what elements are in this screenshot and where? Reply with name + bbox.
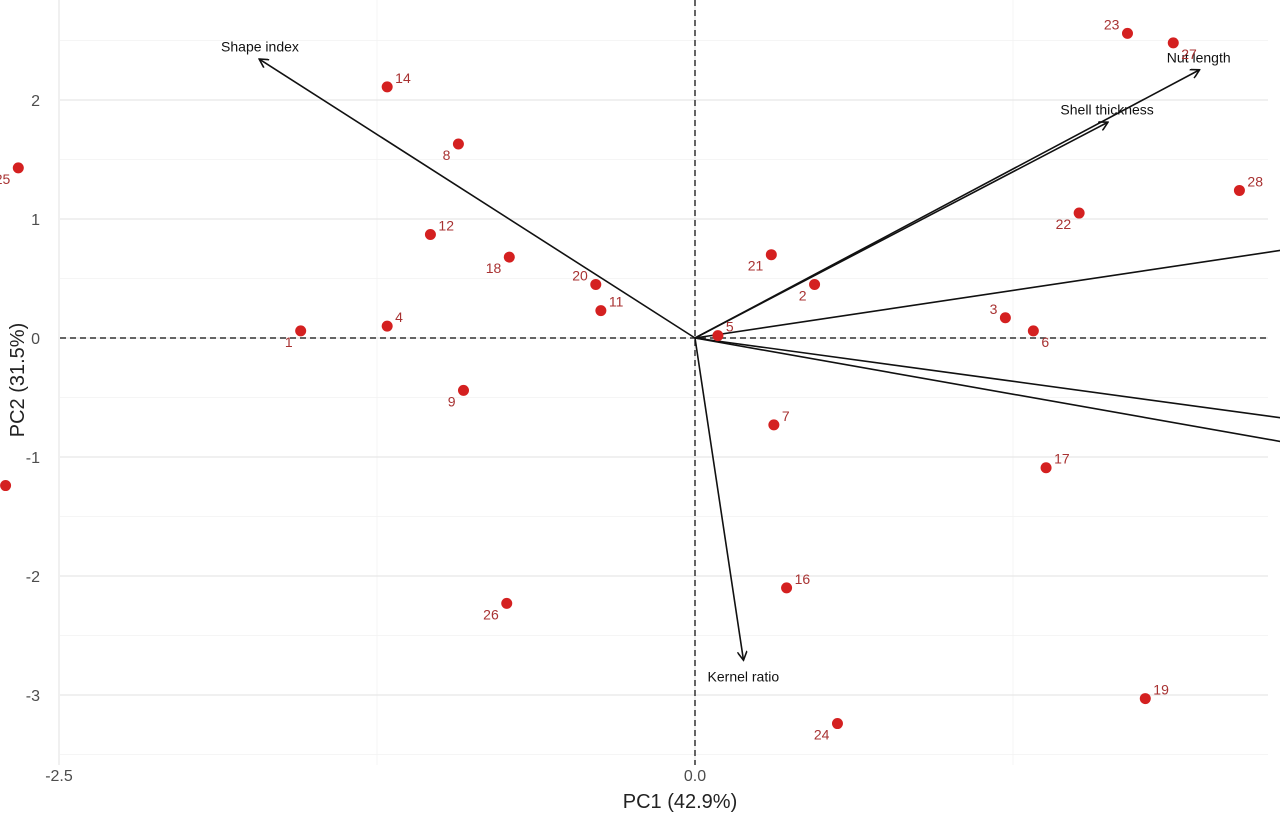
score-point-23 bbox=[1121, 27, 1133, 39]
score-point-14 bbox=[381, 81, 393, 93]
score-point-10 bbox=[0, 480, 12, 492]
y-axis-title: PC2 (31.5%) bbox=[7, 323, 29, 438]
loading-shell-thickness-label: Shell thickness bbox=[1060, 102, 1153, 118]
score-label-12: 12 bbox=[438, 217, 454, 233]
x-axis-title: PC1 (42.9%) bbox=[623, 791, 738, 813]
score-label-8: 8 bbox=[443, 147, 451, 163]
score-point-27 bbox=[1167, 37, 1179, 49]
loading-kernel-weight-arrow bbox=[694, 337, 1280, 443]
score-point-7 bbox=[768, 419, 780, 431]
score-point-16 bbox=[781, 582, 793, 594]
score-point-12 bbox=[424, 228, 436, 240]
loading-kernel-ratio-label: Kernel ratio bbox=[708, 668, 780, 684]
score-point-21 bbox=[765, 249, 777, 261]
score-label-4: 4 bbox=[395, 309, 403, 325]
score-point-20 bbox=[590, 278, 602, 290]
score-label-19: 19 bbox=[1153, 682, 1169, 698]
y-tick-label: -1 bbox=[26, 450, 40, 467]
score-label-24: 24 bbox=[814, 727, 830, 743]
y-tick-label: 0 bbox=[31, 331, 40, 348]
score-point-25 bbox=[12, 162, 24, 174]
score-label-1: 1 bbox=[285, 334, 293, 350]
reference-lines bbox=[60, 0, 1268, 765]
loading-shape-index-arrow bbox=[260, 60, 696, 339]
loading-nut-thickness-arrow bbox=[694, 337, 1280, 419]
score-label-22: 22 bbox=[1056, 216, 1072, 232]
score-point-3 bbox=[999, 312, 1011, 324]
score-point-11 bbox=[595, 305, 607, 317]
y-tick-label: -3 bbox=[26, 688, 40, 705]
score-label-5: 5 bbox=[726, 319, 734, 335]
y-tick-label: 2 bbox=[31, 93, 40, 110]
score-point-17 bbox=[1040, 462, 1052, 474]
score-label-23: 23 bbox=[1104, 16, 1120, 32]
score-label-2: 2 bbox=[799, 287, 807, 303]
score-point-18 bbox=[503, 251, 515, 263]
score-point-22 bbox=[1073, 207, 1085, 219]
score-point-9 bbox=[457, 384, 469, 396]
loading-nut-length-label: Nut length bbox=[1167, 49, 1231, 65]
score-label-7: 7 bbox=[782, 408, 790, 424]
y-tick-label: 1 bbox=[31, 212, 40, 229]
x-tick-label: -2.5 bbox=[45, 768, 73, 785]
loading-nut-width-arrow bbox=[694, 249, 1280, 339]
loading-shell-thickness-arrow bbox=[694, 123, 1107, 339]
x-tick-label: 0.0 bbox=[684, 768, 706, 785]
loading-shape-index-label: Shape index bbox=[221, 39, 299, 55]
score-label-17: 17 bbox=[1054, 451, 1070, 467]
score-label-18: 18 bbox=[486, 260, 502, 276]
score-label-25: 25 bbox=[0, 171, 11, 187]
score-label-16: 16 bbox=[795, 571, 811, 587]
score-point-19 bbox=[1139, 693, 1151, 705]
score-label-26: 26 bbox=[483, 606, 499, 622]
score-label-11: 11 bbox=[609, 294, 624, 310]
score-label-6: 6 bbox=[1041, 334, 1049, 350]
score-point-6 bbox=[1027, 325, 1039, 337]
loading-kernel-ratio-arrow bbox=[694, 337, 743, 659]
score-label-20: 20 bbox=[572, 267, 588, 283]
score-point-24 bbox=[831, 718, 843, 730]
score-label-28: 28 bbox=[1247, 173, 1263, 189]
score-point-5 bbox=[712, 330, 724, 342]
score-label-3: 3 bbox=[990, 301, 998, 317]
score-label-27: 27 bbox=[1181, 46, 1197, 62]
score-label-14: 14 bbox=[395, 70, 411, 86]
score-point-4 bbox=[381, 320, 393, 332]
y-tick-label: -2 bbox=[26, 569, 40, 586]
score-point-26 bbox=[501, 597, 513, 609]
score-point-28 bbox=[1233, 184, 1245, 196]
scores: 1234567891011121314151617181920212223242… bbox=[0, 16, 1263, 743]
score-label-21: 21 bbox=[748, 258, 764, 274]
score-label-9: 9 bbox=[448, 393, 456, 409]
score-point-8 bbox=[452, 138, 464, 150]
score-point-2 bbox=[809, 278, 821, 290]
score-point-1 bbox=[295, 325, 307, 337]
